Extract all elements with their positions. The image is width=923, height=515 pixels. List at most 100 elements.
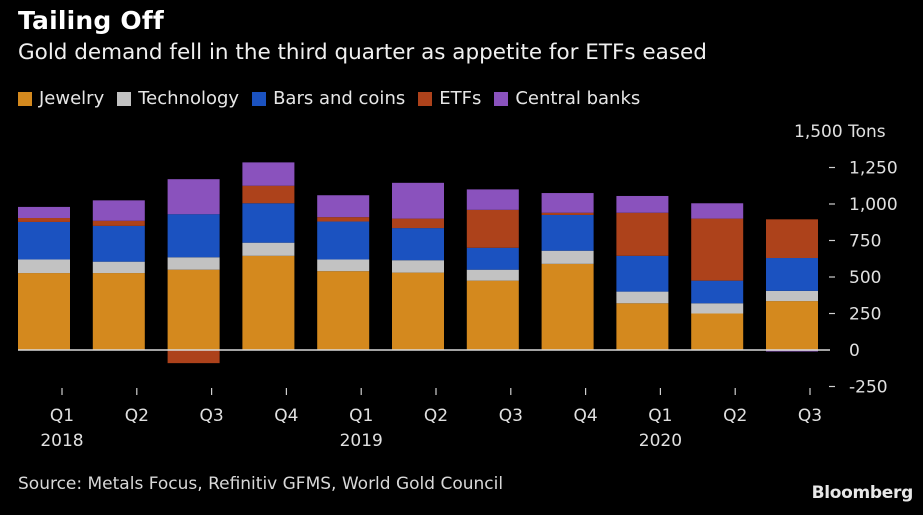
y-tick-label: 0 <box>849 341 860 361</box>
bar-segment-central-banks <box>466 189 519 210</box>
bar-segment-jewelry <box>766 301 818 350</box>
x-year-label: 2020 <box>639 431 682 451</box>
y-tick-label: 750 <box>849 232 881 252</box>
legend-swatch-bars-and-coins <box>252 91 267 106</box>
bar-segment-technology <box>466 269 519 281</box>
legend-swatch-etfs <box>418 91 433 106</box>
bar-segment-central-banks <box>18 206 70 219</box>
legend-label: Bars and coins <box>273 88 406 109</box>
bar-segment-etfs <box>466 209 519 248</box>
y-tick-label: 1,000 <box>849 195 898 215</box>
bars-group <box>18 162 818 364</box>
x-tick-label: Q2 <box>723 406 747 426</box>
legend-item-technology: Technology <box>117 88 239 109</box>
bar-segment-technology <box>242 242 295 256</box>
legend-label: Jewelry <box>39 88 105 109</box>
x-tick-label: Q3 <box>499 406 523 426</box>
bar-segment-technology <box>18 259 70 274</box>
legend-label: ETFs <box>439 88 482 109</box>
bar-segment-technology <box>691 303 744 314</box>
bar-segment-bars-and-coins <box>317 221 370 260</box>
bar-segment-central-banks <box>317 195 370 218</box>
bar-segment-jewelry <box>317 271 370 350</box>
x-year-label: 2018 <box>40 431 83 451</box>
legend-item-central-banks: Central banks <box>494 88 640 109</box>
bar-segment-central-banks <box>541 193 594 213</box>
y-tick-label: 500 <box>849 268 881 288</box>
legend-item-jewelry: Jewelry <box>18 88 104 109</box>
y-tick-label: -250 <box>849 378 888 398</box>
x-tick-label: Q4 <box>573 406 597 426</box>
bar-segment-etfs <box>242 185 295 204</box>
bar-segment-central-banks <box>392 182 444 219</box>
y-tick-label: 1,250 <box>849 159 898 179</box>
y-axis: -250 0 250 500 750 1,000 1,250 1,500 Tons <box>794 122 898 398</box>
bar-segment-etfs <box>92 220 145 226</box>
bar-segment-jewelry <box>167 269 220 350</box>
bar-segment-central-banks <box>616 195 669 213</box>
bar-segment-bars-and-coins <box>616 255 669 292</box>
legend: Jewelry Technology Bars and coins ETFs C… <box>18 88 653 109</box>
bar-segment-bars-and-coins <box>92 225 145 262</box>
bar-segment-etfs <box>766 219 818 259</box>
x-tick-label: Q4 <box>274 406 298 426</box>
x-tick-label: Q1 <box>50 406 74 426</box>
bar-segment-central-banks <box>242 162 295 186</box>
bar-segment-bars-and-coins <box>766 258 818 291</box>
bar-segment-jewelry <box>392 272 444 350</box>
legend-label: Central banks <box>515 88 641 109</box>
bar-segment-central-banks <box>691 203 744 219</box>
bar-segment-bars-and-coins <box>541 214 594 251</box>
bar-segment-etfs <box>317 217 370 222</box>
source-note: Source: Metals Focus, Refinitiv GFMS, Wo… <box>18 474 504 494</box>
bar-segment-technology <box>317 259 370 272</box>
bar-segment-bars-and-coins <box>167 214 220 258</box>
x-year-label: 2019 <box>340 431 383 451</box>
bar-segment-bars-and-coins <box>392 228 444 261</box>
legend-item-etfs: ETFs <box>418 88 481 109</box>
x-tick-label: Q1 <box>648 406 672 426</box>
bar-segment-technology <box>766 290 818 302</box>
bar-segment-bars-and-coins <box>466 247 519 270</box>
bar-segment-bars-and-coins <box>18 221 70 260</box>
y-tick-label: 1,500 Tons <box>794 122 886 142</box>
bar-segment-bars-and-coins <box>691 280 744 304</box>
bar-segment-etfs <box>691 218 744 281</box>
bar-segment-jewelry <box>616 303 669 350</box>
x-tick-label: Q3 <box>798 406 822 426</box>
bar-segment-etfs <box>392 218 444 229</box>
bar-segment-jewelry <box>541 263 594 350</box>
x-tick-label: Q3 <box>199 406 223 426</box>
bar-segment-central-banks <box>92 200 145 221</box>
bar-segment-technology <box>167 257 220 270</box>
bar-segment-jewelry <box>92 273 145 350</box>
bar-segment-central-banks <box>167 179 220 215</box>
bar-segment-etfs <box>541 212 594 215</box>
bar-segment-technology <box>616 291 669 304</box>
legend-item-bars-and-coins: Bars and coins <box>252 88 405 109</box>
bar-segment-technology <box>541 250 594 264</box>
y-tick-label: 250 <box>849 305 881 325</box>
x-axis: Q1 2018 Q2 Q3 Q4 Q1 2019 Q2 Q3 Q4 Q1 2020 Q2 Q3 <box>40 388 822 451</box>
legend-swatch-technology <box>117 91 132 106</box>
x-tick-label: Q2 <box>125 406 149 426</box>
bar-segment-etfs <box>167 350 220 364</box>
bar-segment-technology <box>392 260 444 273</box>
x-tick-label: Q2 <box>424 406 448 426</box>
bar-segment-jewelry <box>691 313 744 350</box>
chart-title: Tailing Off <box>18 6 165 35</box>
bar-segment-jewelry <box>466 280 519 350</box>
bar-segment-bars-and-coins <box>242 203 295 243</box>
legend-swatch-jewelry <box>18 91 32 106</box>
legend-swatch-central-banks <box>494 91 509 106</box>
bar-segment-technology <box>92 261 145 274</box>
x-tick-label: Q1 <box>349 406 373 426</box>
legend-label: Technology <box>138 88 240 109</box>
bloomberg-logo: Bloomberg <box>811 483 914 503</box>
bar-segment-etfs <box>18 218 70 222</box>
bar-segment-jewelry <box>18 273 70 350</box>
bar-segment-etfs <box>616 212 669 256</box>
chart-subtitle: Gold demand fell in the third quarter as… <box>18 40 707 65</box>
bar-segment-jewelry <box>242 255 295 350</box>
